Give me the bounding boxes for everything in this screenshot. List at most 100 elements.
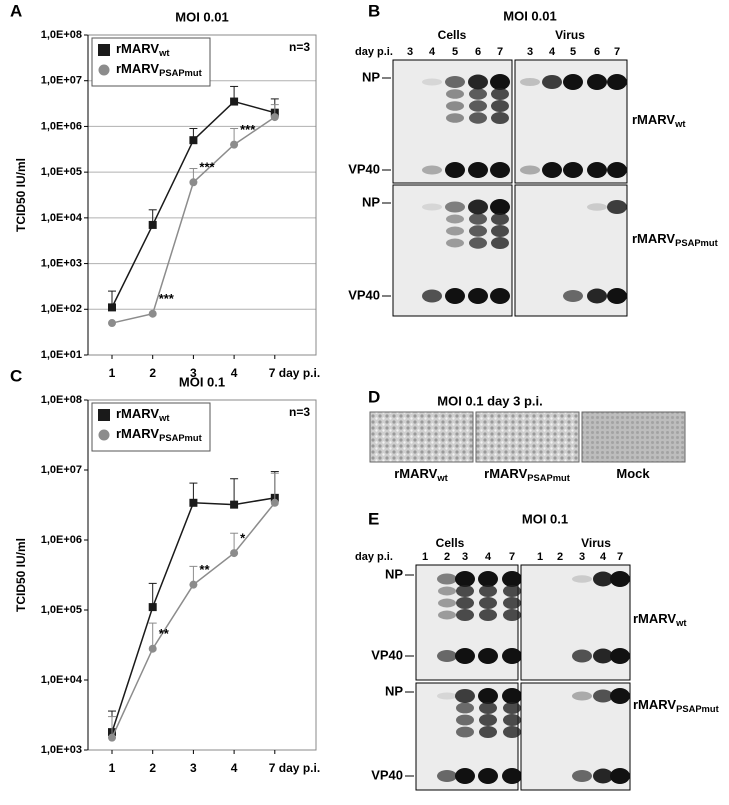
- band: [468, 199, 488, 215]
- data-point: [108, 733, 116, 742]
- y-tick-label: 1,0E+05: [41, 604, 82, 616]
- band: [468, 74, 488, 90]
- band: [437, 650, 457, 662]
- lane-label: 3: [462, 551, 468, 563]
- band: [469, 112, 487, 124]
- micrograph-label-main: rMARV: [484, 466, 527, 481]
- micrograph-label-main: Mock: [616, 466, 650, 481]
- band: [455, 648, 475, 664]
- band: [456, 726, 474, 738]
- y-tick-label: 1,0E+02: [41, 303, 82, 315]
- data-point: [108, 303, 116, 312]
- lane-label: 7: [509, 551, 515, 563]
- row-label-subscript: PSAPmut: [675, 238, 718, 248]
- y-tick-label: 1,0E+05: [41, 166, 82, 178]
- x-tick-label: 1: [109, 761, 116, 775]
- band: [455, 768, 475, 784]
- legend-box: [91, 402, 211, 452]
- band: [438, 586, 456, 596]
- band: [610, 648, 630, 664]
- lane-label: 7: [617, 551, 623, 563]
- band-label: VP40: [371, 767, 403, 782]
- row-label-main: rMARV: [632, 112, 675, 127]
- band: [469, 213, 487, 225]
- band: [490, 199, 510, 215]
- lane-label: 4: [485, 551, 492, 563]
- legend-marker: [98, 44, 110, 56]
- y-tick-label: 1,0E+08: [41, 394, 82, 406]
- band: [445, 76, 465, 88]
- band: [593, 689, 613, 703]
- band: [437, 692, 457, 700]
- error-bar: [270, 472, 279, 503]
- band: [445, 201, 465, 213]
- y-tick-label: 1,0E+03: [41, 257, 82, 269]
- band: [422, 165, 442, 175]
- micrograph-label-main: rMARV: [394, 466, 437, 481]
- legend-label: rMARVwt: [116, 41, 170, 58]
- lane-label: 2: [444, 551, 450, 563]
- lane-label: 6: [475, 46, 481, 58]
- group-label: Cells: [438, 28, 467, 42]
- band: [610, 688, 630, 704]
- band: [502, 648, 522, 664]
- row-label: rMARVPSAPmut: [632, 231, 718, 248]
- legend-label-main: rMARV: [116, 426, 159, 441]
- x-tick-label: 2: [149, 366, 156, 380]
- legend-label-subscript: PSAPmut: [159, 68, 202, 78]
- micrograph-label: rMARVPSAPmut: [484, 466, 570, 483]
- legend-label-subscript: wt: [158, 48, 169, 58]
- lane-label: 5: [452, 46, 458, 58]
- band: [456, 597, 474, 609]
- chart-title: MOI 0.1: [179, 374, 225, 389]
- data-point: [189, 178, 198, 187]
- band: [456, 714, 474, 726]
- row-label-main: rMARV: [632, 231, 675, 246]
- significance-mark: ***: [240, 122, 256, 137]
- band: [491, 112, 509, 124]
- band: [593, 571, 613, 587]
- y-tick-label: 1,0E+07: [41, 464, 82, 476]
- band: [446, 101, 464, 111]
- band: [469, 100, 487, 112]
- micrograph-title: MOI 0.1 day 3 p.i.: [437, 393, 542, 408]
- micrograph-label-subscript: wt: [436, 473, 447, 483]
- y-axis-label: TCID50 IU/ml: [14, 158, 28, 232]
- lane-label: 5: [570, 46, 576, 58]
- x-tick-label: 4: [231, 366, 238, 380]
- annotation: n=3: [289, 40, 310, 54]
- y-tick-label: 1,0E+07: [41, 75, 82, 87]
- band: [456, 702, 474, 714]
- micrograph: [369, 411, 474, 463]
- legend-label-subscript: PSAPmut: [159, 433, 202, 443]
- band: [478, 648, 498, 664]
- band-label: NP: [362, 69, 380, 84]
- band: [572, 575, 592, 583]
- data-point: [230, 500, 239, 509]
- band: [587, 288, 607, 304]
- blot-title: MOI 0.1: [522, 511, 568, 526]
- row-label-subscript: wt: [675, 618, 686, 628]
- significance-mark: *: [240, 531, 246, 546]
- error-bar: [148, 622, 157, 649]
- band: [479, 714, 497, 726]
- band: [446, 226, 464, 236]
- data-point: [270, 113, 279, 122]
- band: [422, 78, 442, 86]
- band: [563, 290, 583, 302]
- band: [542, 162, 562, 178]
- legend-marker: [98, 429, 110, 441]
- legend-label-subscript: wt: [158, 413, 169, 423]
- band: [490, 74, 510, 90]
- lane-label: 4: [429, 46, 436, 58]
- band: [503, 597, 521, 609]
- band: [446, 89, 464, 99]
- group-label: Virus: [581, 536, 611, 550]
- band: [478, 571, 498, 587]
- band: [456, 609, 474, 621]
- x-tick-label: 7 day p.i.: [269, 761, 320, 775]
- band: [610, 571, 630, 587]
- lane-header: day p.i.: [355, 46, 393, 58]
- y-tick-label: 1,0E+03: [41, 744, 82, 756]
